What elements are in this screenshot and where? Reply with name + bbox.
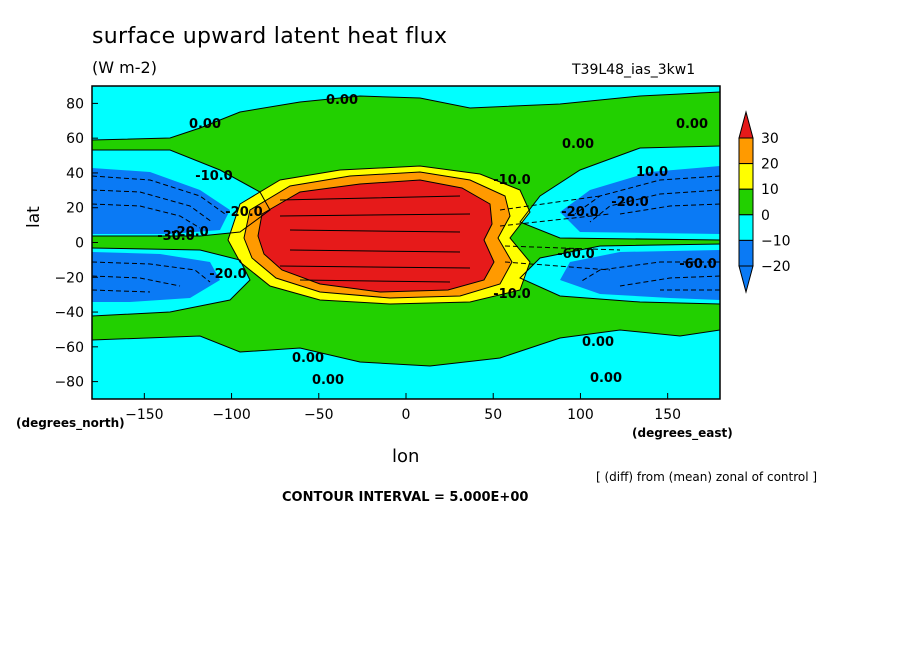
x-axis-label: lon bbox=[392, 446, 420, 467]
contour-label: 0.00 bbox=[326, 93, 358, 108]
colorbar-label: −10 bbox=[761, 233, 791, 249]
contour-label: 0.00 bbox=[676, 117, 708, 132]
y-tick-label: −60 bbox=[54, 340, 84, 356]
x-tick-label: 150 bbox=[654, 407, 681, 423]
contour-label: -20.0 bbox=[225, 205, 262, 220]
zone-neg20-e bbox=[560, 166, 720, 300]
colorbar-swatch bbox=[738, 137, 754, 165]
contour-label: -10.0 bbox=[195, 169, 232, 184]
contour-label: -30.0 bbox=[157, 229, 194, 244]
y-tick-label: 40 bbox=[66, 166, 84, 182]
chart-units: (W m-2) bbox=[92, 58, 157, 77]
y-tick-label: 0 bbox=[75, 236, 84, 252]
colorbar-arrow-bottom bbox=[738, 265, 754, 294]
run-id: T39L48_ias_3kw1 bbox=[572, 62, 696, 78]
y-tick-label: −80 bbox=[54, 375, 84, 391]
contour-label: -20.0 bbox=[209, 267, 246, 282]
colorbar-label: −20 bbox=[761, 259, 791, 275]
zone-neg20-w bbox=[92, 168, 230, 302]
x-tick-label: −50 bbox=[304, 407, 334, 423]
contour-label: 0.00 bbox=[582, 335, 614, 350]
colorbar-label: 10 bbox=[761, 182, 779, 198]
y-axis-label: lat bbox=[24, 206, 44, 228]
colorbar-swatch bbox=[738, 239, 754, 267]
contour-label: -20.0 bbox=[171, 225, 208, 240]
y-tick-label: 60 bbox=[66, 131, 84, 147]
x-tick-label: 100 bbox=[567, 407, 594, 423]
y-tick-label: 80 bbox=[66, 96, 84, 112]
x-tick-label: 0 bbox=[402, 407, 411, 423]
y-tick-label: −40 bbox=[54, 305, 84, 321]
zone-neg10-subtrop-s bbox=[92, 244, 720, 316]
y-tick-label: −20 bbox=[54, 270, 84, 286]
zone-neg10-south bbox=[92, 330, 720, 399]
contour-label: 0.00 bbox=[189, 117, 221, 132]
x-tick-label: −150 bbox=[125, 407, 163, 423]
contour-label: 0.00 bbox=[312, 373, 344, 388]
colorbar-arrow-top bbox=[738, 110, 754, 139]
contour-interval: CONTOUR INTERVAL = 5.000E+00 bbox=[282, 490, 529, 505]
contour-fill: 0.00 0.00 0.00 0.00 0.00 0.00 0.00 0.00 -10.0 -10… bbox=[92, 86, 720, 399]
colorbar-label: 20 bbox=[761, 157, 779, 173]
colorbar-swatch bbox=[738, 163, 754, 190]
x-tick-label: −100 bbox=[212, 407, 250, 423]
y-tick-label: 20 bbox=[66, 201, 84, 217]
contour-label: 0.00 bbox=[590, 371, 622, 386]
x-axis-units: (degrees_east) bbox=[632, 426, 733, 440]
contour-label: -60.0 bbox=[679, 257, 716, 272]
contour-label: -10.0 bbox=[493, 173, 530, 188]
zone-neg10-north bbox=[92, 86, 720, 140]
colorbar-swatch bbox=[738, 214, 754, 241]
colorbar-label: 30 bbox=[761, 131, 779, 147]
colorbar-label: 0 bbox=[761, 208, 770, 224]
contour-label: 0.00 bbox=[292, 351, 324, 366]
contour-label: 0.00 bbox=[562, 137, 594, 152]
y-axis-units: (degrees_north) bbox=[16, 416, 125, 430]
x-tick-label: 50 bbox=[484, 407, 502, 423]
contour-label: -10.0 bbox=[493, 287, 530, 302]
contour-label: -60.0 bbox=[557, 247, 594, 262]
contour-label: 10.0 bbox=[636, 165, 668, 180]
diff-note: [ (diff) from (mean) zonal of control ] bbox=[596, 470, 818, 484]
colorbar-swatch bbox=[738, 188, 754, 216]
contour-label: -20.0 bbox=[561, 205, 598, 220]
contour-label: -20.0 bbox=[611, 195, 648, 210]
zone-pos30 bbox=[258, 180, 494, 292]
chart-title: surface upward latent heat flux bbox=[92, 24, 448, 49]
